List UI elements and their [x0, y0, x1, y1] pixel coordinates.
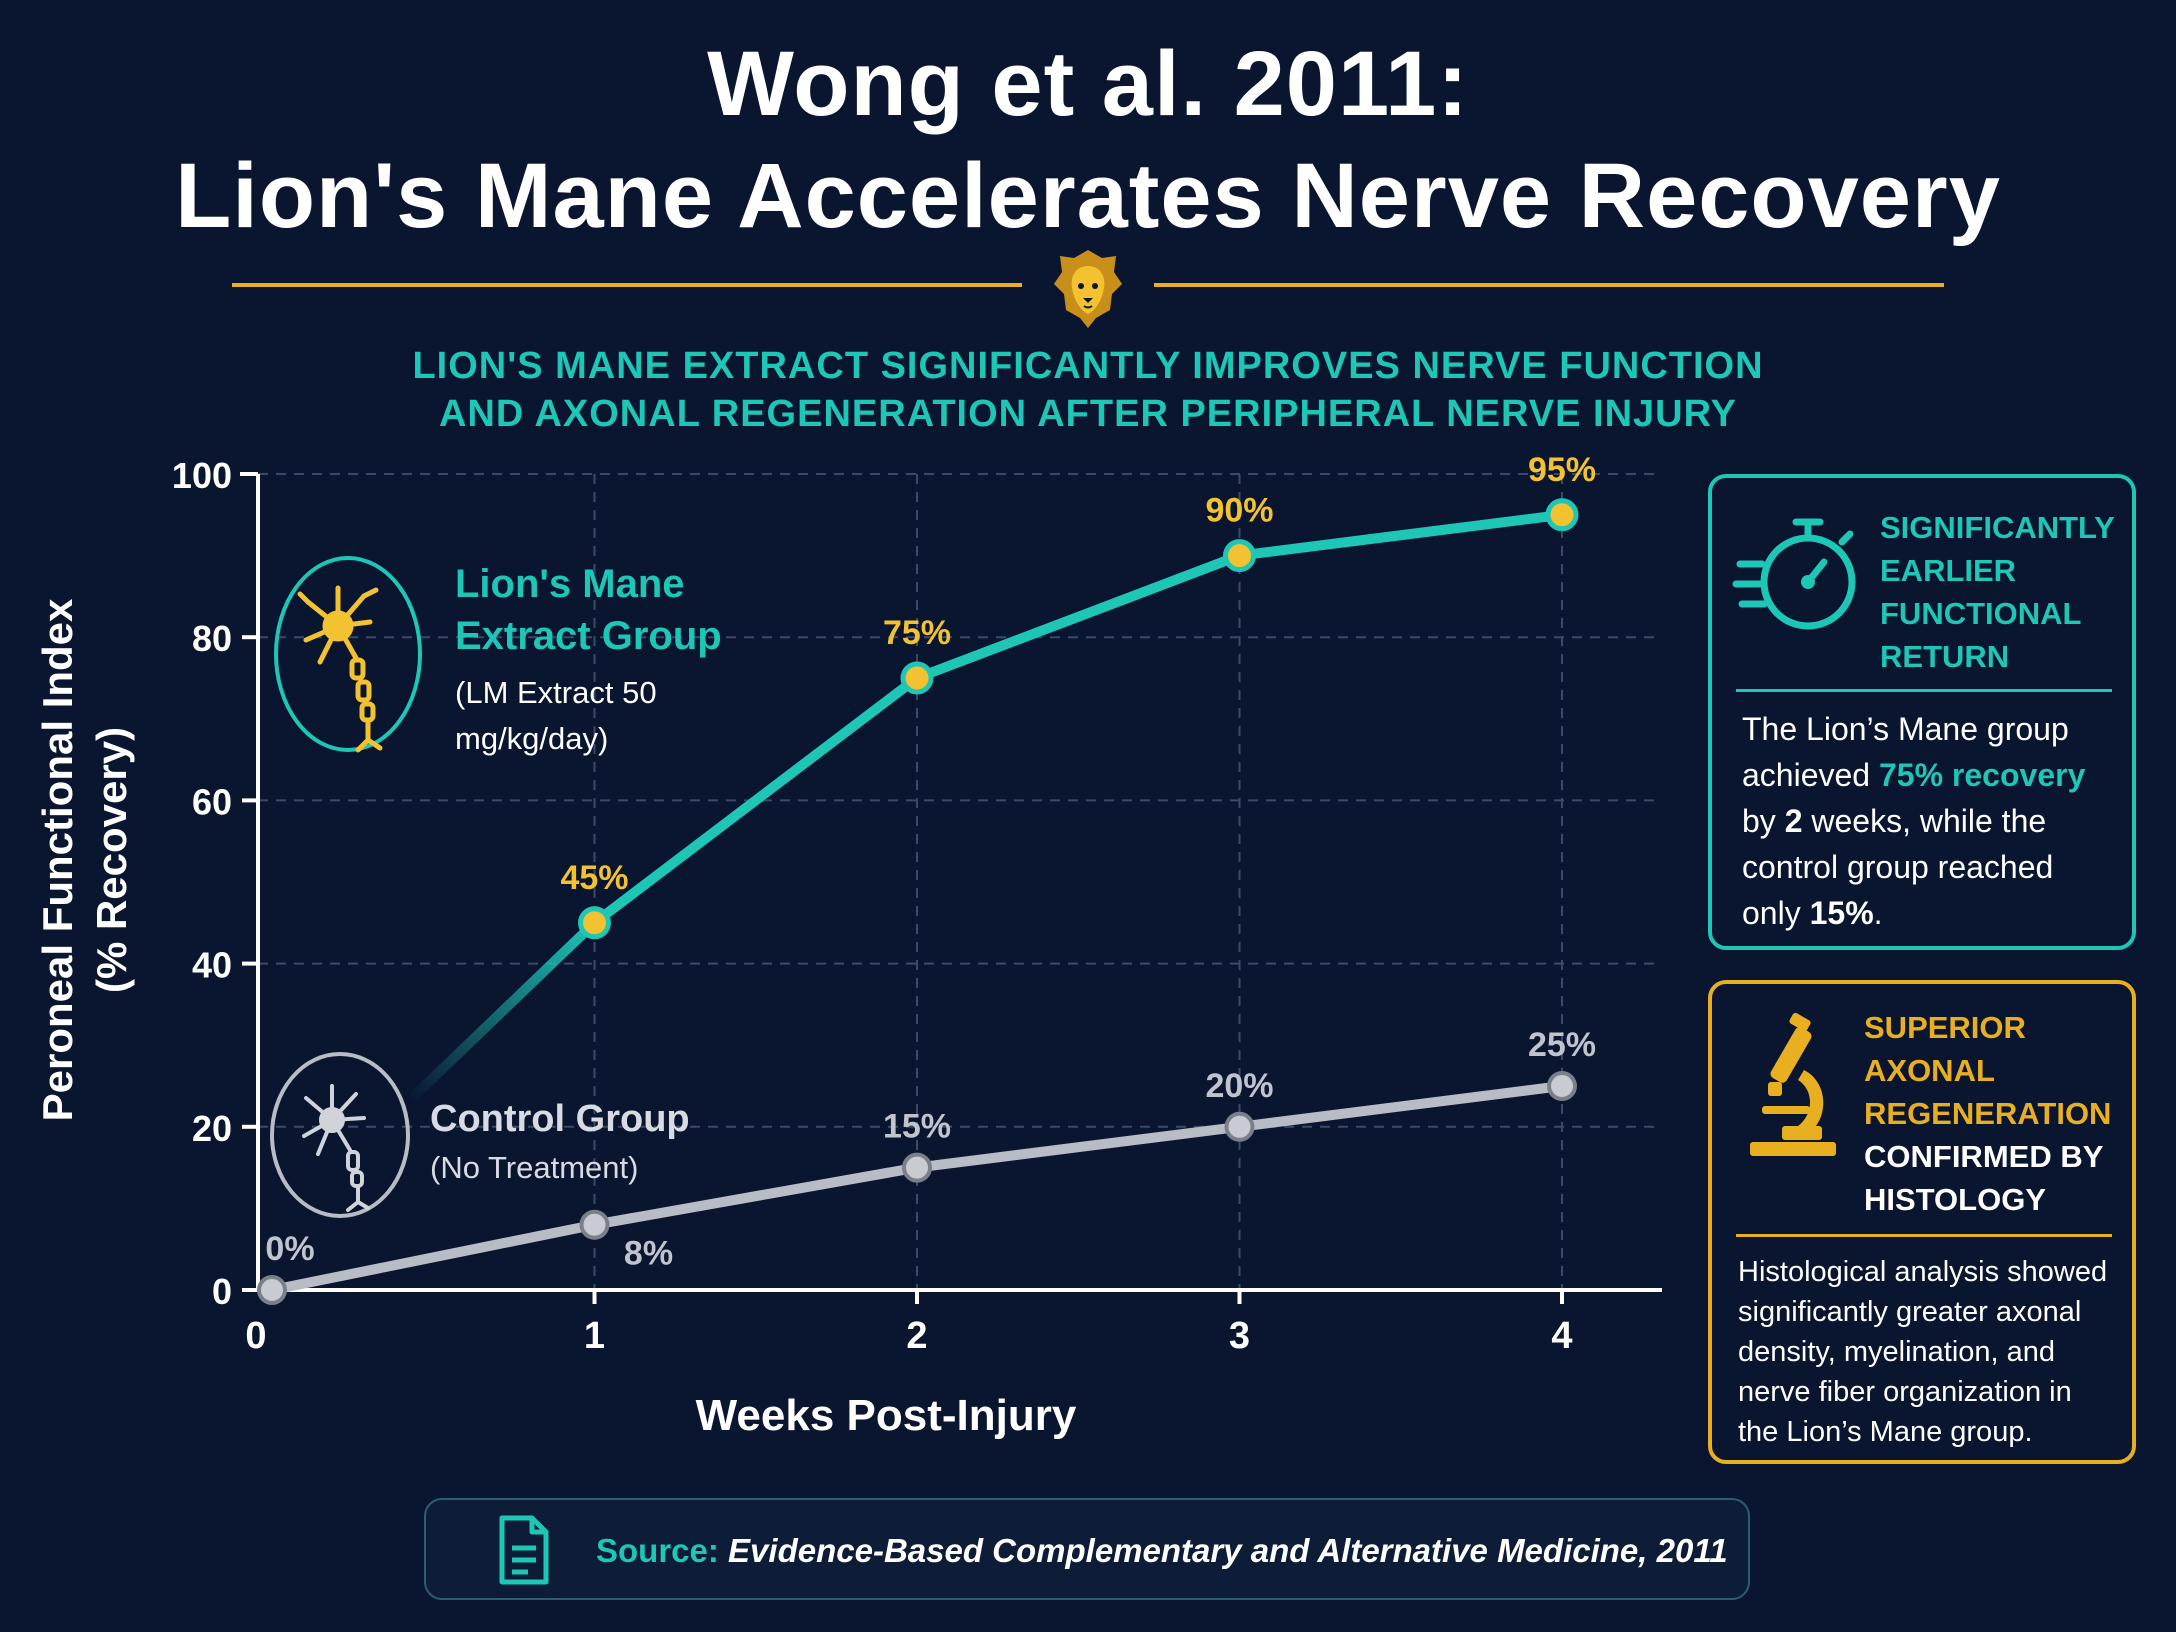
document-icon: [499, 1515, 549, 1585]
title-line-1: Wong et al. 2011:: [707, 33, 1469, 135]
y-axis-label: Peroneal Functional Index: [34, 598, 81, 1121]
lm-data-label: 95%: [1528, 451, 1596, 489]
lm-point: [1223, 539, 1256, 573]
control-data-label: 20%: [1205, 1067, 1273, 1105]
histology-divider: [1736, 1234, 2112, 1237]
title-line-2: Lion's Mane Accelerates Nerve Recovery: [175, 145, 2001, 247]
x-tick-label: 1: [584, 1315, 605, 1357]
source-text: Source: Evidence-Based Complementary and…: [596, 1532, 1728, 1569]
control-point: [902, 1152, 932, 1183]
functional-return-heading: SIGNIFICANTLY EARLIER FUNCTIONAL RETURN: [1880, 510, 2115, 674]
x-tick-label: 2: [906, 1315, 927, 1357]
histology-heading: SUPERIOR AXONAL REGENERATION CONFIRMED BY…: [1864, 1010, 2112, 1217]
control-point: [579, 1209, 610, 1240]
functional-return-divider: [1736, 689, 2112, 692]
y-tick-label: 40: [192, 945, 232, 986]
line-chart: 0 20 40 60 80 100 0 1 2 3 4 Weeks Post-Injury Perone…: [34, 451, 1662, 1440]
control-data-label: 0%: [265, 1230, 314, 1268]
lm-point: [578, 906, 611, 940]
lm-legend-dose: (LM Extract 50 mg/kg/day): [455, 675, 657, 756]
lm-data-label: 90%: [1205, 492, 1273, 530]
y-axis-label: (% Recovery): [88, 727, 135, 993]
y-tick-label: 100: [172, 455, 232, 496]
control-point: [257, 1275, 287, 1305]
functional-return-body: The Lion’s Mane group achieved 75% recov…: [1742, 711, 2086, 931]
y-tick-label: 0: [212, 1271, 232, 1312]
stopwatch-icon: [1732, 518, 1856, 630]
lm-legend-title: Lion's Mane Extract Group: [455, 562, 722, 658]
control-point: [1224, 1111, 1255, 1142]
microscope-icon: [1750, 1012, 1836, 1156]
control-data-label: 25%: [1528, 1026, 1596, 1064]
neuron-icon: [302, 1084, 370, 1212]
y-tick-label: 80: [192, 618, 232, 659]
lm-series-line: [589, 509, 1567, 928]
title-rule-right: [1154, 283, 1944, 287]
lm-series-lead-in: [405, 917, 600, 1105]
lion-head-icon: [1054, 250, 1122, 328]
subtitle-line-2: AND AXONAL REGENERATION AFTER PERIPHERAL…: [438, 393, 1737, 435]
control-neuron-badge: [270, 1052, 410, 1218]
control-data-label: 15%: [883, 1108, 951, 1146]
y-tick-label: 60: [192, 781, 232, 822]
title-rule-left: [232, 283, 1022, 287]
lm-neuron-badge: [274, 556, 422, 753]
neuron-icon: [297, 585, 383, 753]
lm-point: [1545, 498, 1579, 532]
functional-return-panel: SIGNIFICANTLY EARLIER FUNCTIONAL RETURN …: [1708, 474, 2136, 950]
histology-body: Histological analysis showed significant…: [1738, 1256, 2108, 1448]
source-box: Source: Evidence-Based Complementary and…: [424, 1498, 1750, 1600]
control-legend-title: Control Group: [430, 1098, 690, 1140]
control-point: [1547, 1071, 1577, 1101]
x-tick-label: 4: [1551, 1315, 1572, 1357]
lm-data-label: 45%: [560, 859, 628, 897]
x-tick-label: 0: [245, 1315, 266, 1357]
lm-data-label: 75%: [883, 614, 951, 652]
y-tick-label: 20: [192, 1108, 232, 1149]
subtitle-line-1: LION'S MANE EXTRACT SIGNIFICANTLY IMPROV…: [412, 345, 1764, 387]
lm-point: [900, 661, 934, 695]
control-data-label: 8%: [624, 1235, 673, 1273]
control-legend-subtitle: (No Treatment): [430, 1150, 639, 1185]
x-tick-label: 3: [1229, 1315, 1250, 1357]
x-axis-label: Weeks Post-Injury: [696, 1391, 1077, 1440]
histology-panel: SUPERIOR AXONAL REGENERATION CONFIRMED BY…: [1708, 980, 2136, 1464]
